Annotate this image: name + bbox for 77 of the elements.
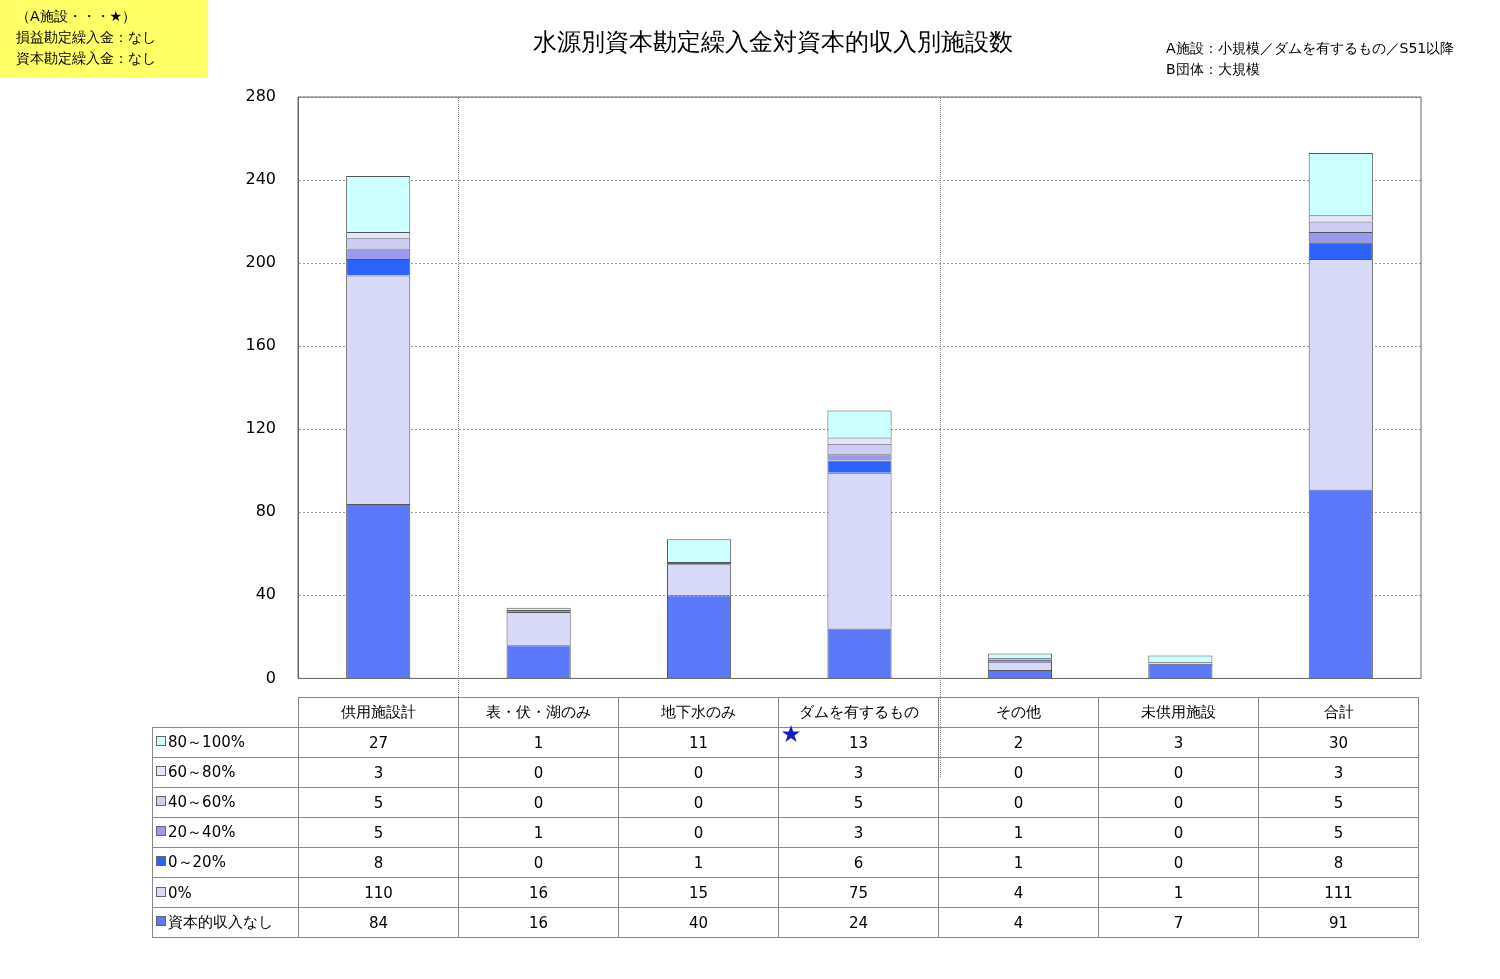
data-label: 0	[1098, 757, 1259, 788]
data-label: 0	[458, 847, 619, 878]
data-label: 3	[1098, 727, 1259, 758]
y-tick-label: 40	[255, 584, 276, 604]
data-label: 5	[298, 787, 459, 818]
data-label: 1	[1098, 877, 1259, 908]
y-tick-label: 120	[245, 418, 276, 438]
data-label: 7	[1098, 907, 1259, 938]
legend-label: 80～100%	[152, 727, 299, 758]
x-tick-label: 合計	[1258, 697, 1419, 728]
data-label: 1	[938, 847, 1099, 878]
text: （A施設・・・★）	[16, 8, 137, 24]
data-label: 1	[618, 847, 779, 878]
y-tick-label: 80	[255, 501, 276, 521]
data-label: 5	[778, 787, 939, 818]
data-label: 0	[618, 787, 779, 818]
data-label: 8	[298, 847, 459, 878]
y-tick-label: 0	[265, 667, 276, 687]
data-label: 5	[298, 817, 459, 848]
data-label: 3	[778, 817, 939, 848]
data-label: 4	[938, 877, 1099, 908]
data-label: 110	[298, 877, 459, 908]
text: B団体：大規模	[1166, 61, 1260, 77]
data-label: 0	[1098, 817, 1259, 848]
text: A施設：小規模／ダムを有するもの／S51以降	[1166, 40, 1455, 56]
data-label: 75	[778, 877, 939, 908]
data-label: 27	[298, 727, 459, 758]
data-label: 13	[778, 727, 939, 758]
data-label: 15	[618, 877, 779, 908]
data-label: 4	[938, 907, 1099, 938]
chart-title: 水源別資本勘定繰入金対資本的収入別施設数	[533, 28, 1013, 56]
data-label: 1	[938, 817, 1099, 848]
data-label: 3	[1258, 757, 1419, 788]
data-label: 16	[458, 877, 619, 908]
x-tick-label: 地下水のみ	[618, 697, 779, 728]
y-tick-label: 160	[245, 335, 276, 355]
text: 資本勘定繰入金：なし	[16, 50, 156, 66]
legend-label: 0～20%	[152, 847, 299, 878]
data-label: 91	[1258, 907, 1419, 938]
x-tick-label: ダムを有するもの	[778, 697, 939, 728]
x-tick-label: 供用施設計	[298, 697, 459, 728]
legend-label: 0%	[152, 877, 299, 908]
data-label: 0	[458, 757, 619, 788]
data-label: 40	[618, 907, 779, 938]
data-label: 3	[298, 757, 459, 788]
data-label: 1	[458, 817, 619, 848]
x-tick-label: その他	[938, 697, 1099, 728]
text: 損益勘定繰入金：なし	[16, 29, 156, 45]
data-label: 5	[1258, 787, 1419, 818]
y-tick-label: 200	[245, 252, 276, 272]
data-label: 3	[778, 757, 939, 788]
x-tick-label: 未供用施設	[1098, 697, 1259, 728]
data-label: 111	[1258, 877, 1419, 908]
data-label: 2	[938, 727, 1099, 758]
legend-label: 60～80%	[152, 757, 299, 788]
data-label: 30	[1258, 727, 1419, 758]
data-label: 1	[458, 727, 619, 758]
data-label: 0	[938, 787, 1099, 818]
data-label: 16	[458, 907, 619, 938]
data-label: 11	[618, 727, 779, 758]
data-label: 8	[1258, 847, 1419, 878]
y-tick-label: 280	[245, 86, 276, 106]
legend-label: 資本的収入なし	[152, 907, 299, 938]
data-label: 5	[1258, 817, 1419, 848]
legend-label: 40～60%	[152, 787, 299, 818]
y-tick-label: 240	[245, 169, 276, 189]
data-label: 0	[1098, 847, 1259, 878]
data-label: 24	[778, 907, 939, 938]
data-label: 84	[298, 907, 459, 938]
legend-label: 20～40%	[152, 817, 299, 848]
data-label: 0	[1098, 787, 1259, 818]
data-label: 6	[778, 847, 939, 878]
data-label: 0	[938, 757, 1099, 788]
data-label: 0	[618, 817, 779, 848]
x-tick-label: 表・伏・湖のみ	[458, 697, 619, 728]
data-label: 0	[458, 787, 619, 818]
data-label: 0	[618, 757, 779, 788]
